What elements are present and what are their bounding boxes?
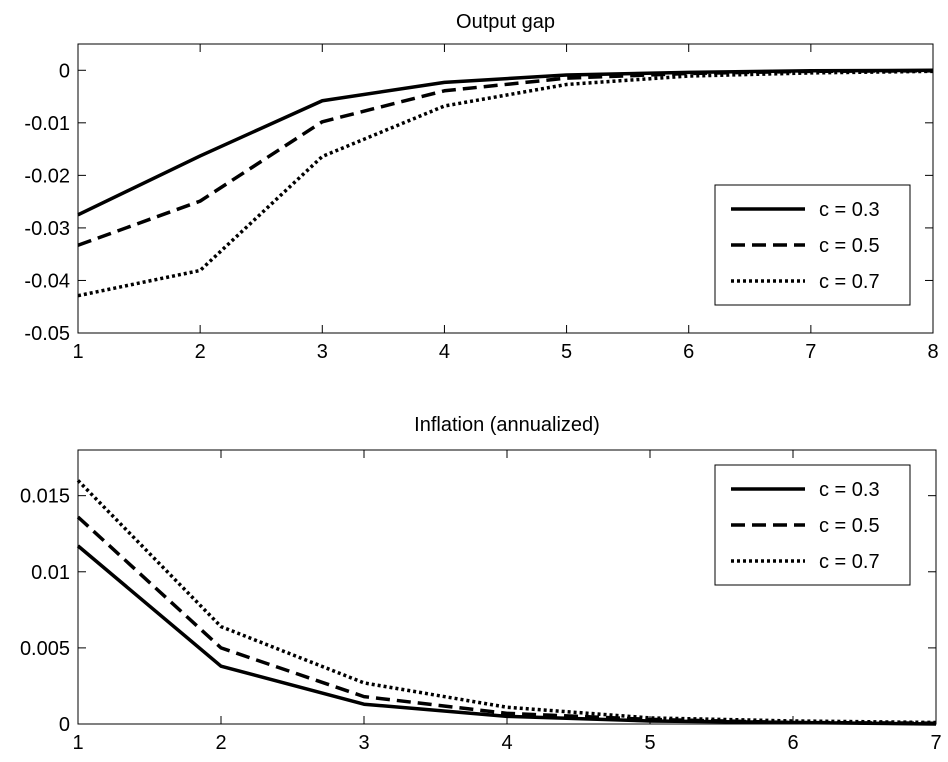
legend-label-1: c = 0.3 [819,479,880,501]
x-tick-label: 6 [683,341,694,363]
x-tick-label: 4 [439,341,450,363]
y-tick-label: -0.02 [24,165,70,187]
chart-1: Output gap 1 2 3 4 5 6 7 8 0 -0.01 -0.02 -0.03 -0.04 -… [24,11,938,363]
x-tick-label: 4 [501,732,512,754]
y-tick-label: 0 [59,714,70,736]
legend-label-3: c = 0.7 [819,551,880,573]
x-tick-label: 1 [72,341,83,363]
legend: c = 0.3 c = 0.5 c = 0.7 [714,184,911,306]
series-line-1 [76,544,937,726]
y-tick-label: -0.03 [24,218,70,240]
x-tick-label: 6 [787,732,798,754]
legend-box [714,464,911,586]
x-tick-label: 5 [561,341,572,363]
y-tick-label: 0.01 [31,562,70,584]
chart-title: Inflation (annualized) [414,414,600,436]
series-line-2 [77,69,934,247]
legend-label-1: c = 0.3 [819,199,880,221]
axes-box [77,43,934,334]
legend-label-2: c = 0.5 [819,515,880,537]
y-tick-label: 0.015 [20,486,70,508]
y-tick-label: -0.04 [24,270,70,292]
x-tick-label: 8 [927,341,938,363]
x-tick-label: 2 [215,732,226,754]
y-tick-label: 0 [59,60,70,82]
x-tick-label: 3 [358,732,369,754]
y-tick-label: 0.005 [20,638,70,660]
x-tick-label: 3 [317,341,328,363]
chart-title: Output gap [456,11,555,33]
x-tick-label: 7 [805,341,816,363]
legend-label-3: c = 0.7 [819,271,880,293]
legend: c = 0.3 c = 0.5 c = 0.7 [714,464,911,586]
x-tick-label: 5 [644,732,655,754]
series-line-2 [76,515,937,725]
series-line-3 [76,479,937,725]
y-tick-label: -0.01 [24,113,70,135]
series-line-3 [77,69,934,298]
legend-box [714,184,911,306]
x-tick-label: 2 [195,341,206,363]
y-tick-label: -0.05 [24,323,70,345]
x-tick-label: 7 [930,732,941,754]
legend-label-2: c = 0.5 [819,235,880,257]
x-tick-label: 1 [72,732,83,754]
chart-2: Inflation (annualized) 1 2 3 4 5 6 7 0.015 0.01 0.… [20,414,942,754]
